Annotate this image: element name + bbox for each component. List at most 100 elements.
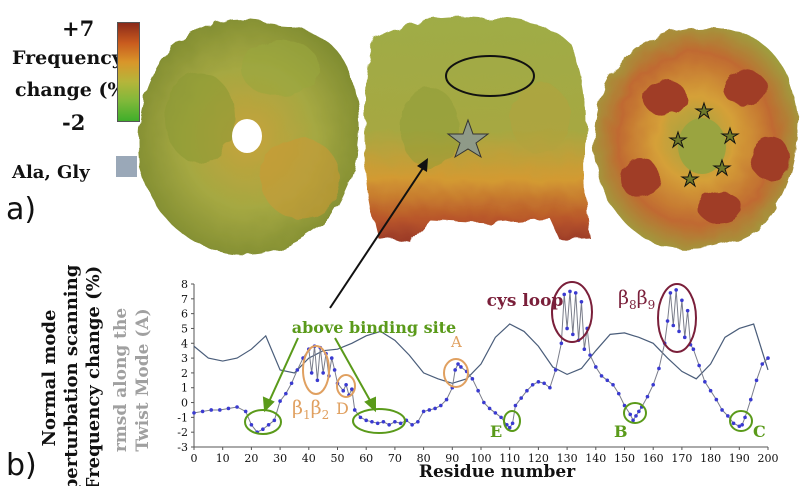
y-tick-labels: -3 -2 -10 1 2 3 4 56 7 8 <box>177 278 188 454</box>
x-tick-label: 190 <box>729 452 750 465</box>
frequency-point <box>637 409 641 414</box>
frequency-point <box>568 289 572 294</box>
frequency-point <box>542 381 546 386</box>
circle-E <box>503 410 521 432</box>
circle-beta1-beta2 <box>302 345 330 395</box>
frequency-point <box>611 382 615 387</box>
frequency-point <box>548 385 552 390</box>
binding-site-star-icon <box>446 118 490 159</box>
frequency-point <box>754 378 759 383</box>
circle-cys-loop <box>551 281 593 343</box>
y-axis-title-line3: Frequency change (%) <box>83 266 104 486</box>
frequency-point <box>289 381 294 386</box>
legend-title-line2: change (%) <box>15 79 135 101</box>
frequency-point <box>720 408 724 412</box>
annotation-C: C <box>753 422 766 441</box>
frequency-point <box>559 341 564 346</box>
frequency-point <box>703 380 707 384</box>
x-tick-label: 200 <box>758 452 779 465</box>
x-tick-label: 160 <box>643 452 664 465</box>
x-tick-label: 40 <box>302 452 316 465</box>
frequency-point <box>235 405 239 409</box>
circle-A <box>443 358 469 388</box>
frequency-point <box>249 422 254 427</box>
frequency-point <box>657 366 661 371</box>
y-tick-label: 2 <box>181 367 188 380</box>
frequency-point <box>651 382 655 387</box>
annotation-above-binding-site: above binding site <box>292 318 456 337</box>
rmsd-line <box>193 323 769 384</box>
x-tick-label: 80 <box>417 452 431 465</box>
frequency-point <box>737 424 742 429</box>
frequency-point <box>192 411 196 415</box>
frequency-point <box>487 406 492 411</box>
above-binding-site-arrows <box>262 337 376 413</box>
x-tick-label: 150 <box>614 452 635 465</box>
y-tick-label: 8 <box>181 278 188 291</box>
frequency-point <box>321 371 325 375</box>
frequency-point <box>499 415 503 420</box>
frequency-point <box>726 414 730 418</box>
frequency-point <box>668 291 673 295</box>
y-tick-label: -3 <box>177 441 188 454</box>
frequency-point <box>352 408 357 412</box>
y-tick-label: -1 <box>177 411 188 424</box>
frequency-point <box>421 409 426 414</box>
annotation-A: A <box>450 333 462 351</box>
frequency-point <box>519 396 523 400</box>
pointer-arrow-head <box>417 158 428 172</box>
x-tick-label: 30 <box>273 452 287 465</box>
annotation-beta8-beta9: β8β9 <box>618 287 655 312</box>
frequency-point <box>743 415 747 420</box>
frequency-point <box>680 298 684 303</box>
frequency-point <box>493 411 498 415</box>
frequency-point <box>645 394 650 399</box>
frequency-point <box>387 422 391 427</box>
frequency-point <box>370 420 374 424</box>
frequency-point <box>631 418 635 423</box>
circle-B <box>623 402 647 424</box>
annotation-beta1-beta2: β1β2 <box>292 397 329 422</box>
x-tick-label: 110 <box>499 452 520 465</box>
frequency-point <box>341 388 346 393</box>
frequency-point <box>565 326 569 331</box>
frequency-point <box>329 356 334 360</box>
frequency-point <box>439 403 443 408</box>
frequency-point <box>697 363 701 368</box>
y-axis-title-line1: Normal mode <box>39 310 60 447</box>
frequency-point <box>579 299 584 304</box>
legend-color-bar <box>117 22 140 122</box>
x-tick-label: 170 <box>671 452 692 465</box>
frequency-point <box>476 388 480 393</box>
frequency-point <box>453 368 457 372</box>
y-tick-label: -2 <box>177 426 188 439</box>
y-tick-label: 4 <box>181 337 188 350</box>
frequency-point <box>740 422 744 427</box>
legend-title-line1: Frequency <box>12 47 123 69</box>
annotation-B: B <box>614 422 628 441</box>
frequency-point <box>507 425 512 430</box>
frequency-point <box>427 408 432 412</box>
y-tick-label: 1 <box>181 382 188 395</box>
frequency-point <box>309 371 314 375</box>
pointer-arrow-line <box>329 164 426 309</box>
frequency-point <box>588 353 592 357</box>
legend-min-label: -2 <box>62 110 86 135</box>
series-frequency-markers <box>192 288 770 434</box>
y-tick-label: 7 <box>181 293 188 306</box>
x-tick-labels: 0 10 20 30 40 50 60 70 80 90 100 110 120 130 140 150 160… <box>191 452 779 465</box>
frequency-point <box>375 421 380 426</box>
x-tick-label: 140 <box>585 452 606 465</box>
frequency-point <box>410 422 414 427</box>
frequency-point <box>525 388 529 393</box>
pore-left <box>232 119 262 153</box>
y-tick-label: 3 <box>181 352 188 365</box>
legend-swatch-label: Ala, Gly <box>12 162 90 183</box>
frequency-point <box>350 387 354 392</box>
frequency-point <box>295 368 300 372</box>
frequency-point <box>416 420 420 424</box>
x-tick-label: 50 <box>331 452 345 465</box>
y2-axis-title: rmsd along the Twist Mode (A) <box>111 308 153 453</box>
circle-residue-20 <box>244 409 282 435</box>
